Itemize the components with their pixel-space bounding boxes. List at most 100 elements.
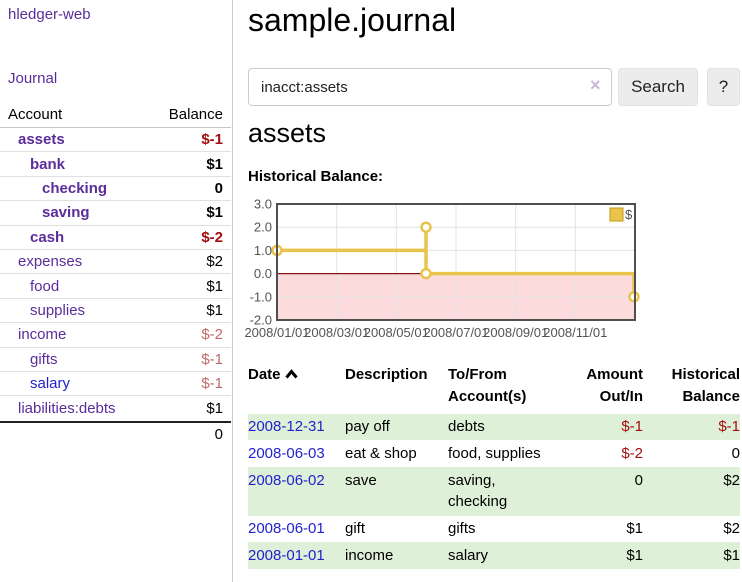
account-row: saving $1 (0, 201, 231, 226)
account-balance: $-2 (201, 228, 223, 246)
legend-swatch (609, 207, 624, 222)
balance-chart: $ 3.0 2.0 1.0 0.0 -1.0 -2.0 2008/01/01 2… (244, 197, 640, 340)
transaction-accounts: debts (448, 418, 485, 435)
transaction-balance: $2 (723, 471, 740, 489)
register-table: Date Description To/From Account(s) Amou… (248, 360, 740, 569)
transaction-description: eat & shop (345, 444, 417, 462)
account-link-checking[interactable]: checking (42, 179, 108, 197)
account-balance: $-1 (201, 350, 223, 368)
account-row: supplies $1 (0, 299, 231, 324)
account-link-assets[interactable]: assets (18, 131, 65, 149)
y-tick-label: 0.0 (254, 266, 272, 281)
search-form: × Search ? (248, 68, 742, 106)
page-title: sample.journal (248, 2, 457, 38)
account-link-expenses[interactable]: expenses (18, 253, 83, 271)
amount-column-header: Amount Out/In (586, 366, 643, 405)
account-link-supplies[interactable]: supplies (30, 301, 86, 319)
account-link-gifts[interactable]: gifts (30, 350, 58, 368)
account-balance: $1 (206, 277, 223, 295)
chart-legend: $ (609, 207, 633, 222)
y-tick-label: 2.0 (254, 220, 272, 235)
transaction-description: pay off (345, 418, 390, 435)
y-tick-label: -2.0 (250, 313, 272, 328)
accounts-total-value: 0 (214, 425, 223, 443)
transaction-amount: $1 (626, 546, 643, 564)
x-tick-label: 2008/11/01 (543, 325, 607, 340)
main-content: sample.journal × Search ? assets Histori… (244, 0, 742, 582)
transaction-amount: $-2 (621, 444, 643, 462)
account-row: bank $1 (0, 152, 231, 177)
date-column-header[interactable]: Date (248, 360, 345, 414)
account-row: food $1 (0, 274, 231, 299)
table-row: 2008-06-03 eat & shop food, supplies $-2… (248, 440, 740, 467)
transaction-amount: 0 (634, 471, 643, 489)
account-row: gifts $-1 (0, 348, 231, 372)
sort-ascending-icon (284, 369, 298, 379)
transaction-date-link[interactable]: 2008-01-01 (248, 546, 325, 564)
transaction-balance: $2 (723, 520, 740, 537)
account-link-cash[interactable]: cash (30, 228, 65, 246)
sidebar: hledger-web Journal Account Balance asse… (0, 0, 233, 582)
transaction-accounts: saving, checking (448, 471, 508, 511)
transaction-amount: $1 (626, 520, 643, 537)
chart-title: Historical Balance: (248, 168, 384, 185)
transaction-description: save (345, 471, 377, 489)
account-link-income[interactable]: income (18, 326, 67, 344)
account-row: cash $-2 (0, 226, 231, 250)
table-row: 2008-06-01 gift gifts $1 $2 (248, 516, 740, 543)
transaction-balance: $1 (723, 546, 740, 564)
account-row: assets $-1 (0, 128, 231, 153)
chart-plot-border (276, 203, 636, 321)
balance-column-header: Historical Balance (671, 366, 740, 405)
accounts-table: Account Balance assets $-1 bank $1 check… (0, 101, 231, 446)
y-tick-label: 3.0 (254, 197, 272, 212)
account-balance: 0 (214, 179, 223, 197)
description-column-header: Description (345, 366, 428, 383)
sidebar-item-journal[interactable]: Journal (8, 70, 58, 87)
account-balance: $-2 (201, 326, 223, 344)
account-balance: $2 (206, 253, 223, 271)
account-balance: $1 (206, 301, 223, 319)
transaction-accounts: gifts (448, 520, 476, 537)
account-link-bank[interactable]: bank (30, 155, 66, 173)
transaction-date-link[interactable]: 2008-06-03 (248, 444, 325, 462)
account-link-saving[interactable]: saving (42, 204, 90, 222)
y-tick-label: 1.0 (254, 243, 272, 258)
account-row: checking 0 (0, 177, 231, 202)
x-tick-label: 2008/05/01 (364, 325, 429, 340)
x-tick-label: 2008/09/01 (483, 325, 548, 340)
account-balance: $-1 (201, 131, 223, 149)
brand-link[interactable]: hledger-web (8, 6, 91, 23)
account-row: income $-2 (0, 323, 231, 348)
balance-column-header: Balance (168, 105, 223, 123)
chart-x-gridlines (336, 204, 576, 320)
clear-search-icon[interactable]: × (590, 75, 601, 95)
transaction-accounts: salary (448, 546, 489, 564)
account-link-food[interactable]: food (30, 277, 60, 295)
transaction-accounts: food, supplies (448, 444, 541, 462)
help-button[interactable]: ? (707, 68, 740, 106)
transaction-date-link[interactable]: 2008-06-01 (248, 520, 325, 537)
y-tick-label: -1.0 (250, 289, 272, 304)
table-row: 2008-01-01 income salary $1 $1 (248, 542, 740, 569)
transaction-description: gift (345, 520, 366, 537)
table-row: 2008-06-02 save saving, checking 0 $2 (248, 467, 740, 516)
search-button[interactable]: Search (618, 68, 698, 106)
account-link-liabilities-debts[interactable]: liabilities:debts (18, 399, 116, 417)
transaction-balance: $-1 (718, 418, 740, 435)
x-tick-label: 2008/01/01 (244, 325, 309, 340)
accounts-total-row: 0 (0, 420, 231, 446)
transaction-date-link[interactable]: 2008-06-02 (248, 471, 325, 489)
account-link-salary[interactable]: salary (30, 375, 71, 393)
account-row: salary $-1 (0, 372, 231, 397)
account-heading: assets (248, 118, 327, 148)
data-point-marker (420, 267, 432, 280)
account-balance: $-1 (201, 375, 223, 393)
account-balance: $1 (206, 155, 223, 173)
transaction-balance: 0 (731, 444, 740, 462)
transaction-date-link[interactable]: 2008-12-31 (248, 418, 325, 435)
search-input[interactable] (248, 68, 612, 106)
data-point-marker (420, 221, 432, 233)
register-header-row: Date Description To/From Account(s) Amou… (248, 360, 740, 414)
x-tick-label: 2008/03/01 (304, 325, 369, 340)
